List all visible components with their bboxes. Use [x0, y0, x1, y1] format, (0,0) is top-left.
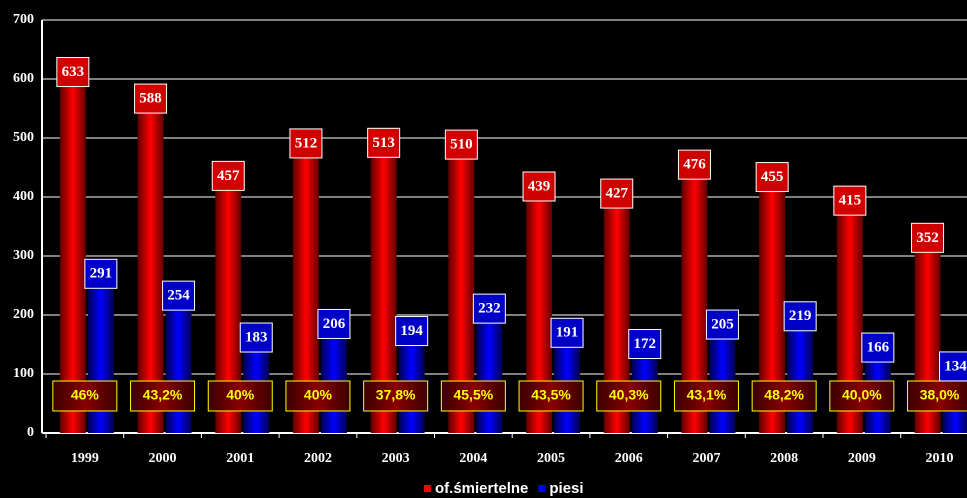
annotation-box [596, 380, 662, 412]
x-tick-label: 2004 [459, 451, 487, 466]
y-tick-label: 100 [13, 366, 34, 381]
x-tick-label: 2005 [537, 451, 565, 466]
y-tick-label: 300 [13, 248, 34, 263]
value-label-box [395, 316, 429, 347]
annotation-box [518, 380, 584, 412]
value-label-box [939, 351, 967, 382]
annotation: 37,8% [376, 387, 416, 403]
annotation-box [907, 380, 967, 412]
annotation-box [285, 380, 351, 412]
value-label-box [84, 258, 118, 289]
y-tick-label: 0 [27, 425, 34, 440]
value-label: 183 [245, 329, 268, 345]
x-tick-label: 1999 [71, 451, 99, 466]
value-label-box [56, 57, 90, 88]
annotation-box [751, 380, 817, 412]
value-label-box [472, 293, 506, 324]
value-label-box [833, 185, 867, 216]
annotation: 46% [71, 387, 100, 403]
value-label: 513 [372, 135, 395, 151]
y-tick-label: 600 [13, 71, 34, 86]
value-label: 172 [634, 336, 657, 352]
value-label: 254 [167, 288, 190, 304]
value-label-box [861, 332, 895, 363]
annotation: 45,5% [453, 387, 493, 403]
value-label: 352 [916, 230, 939, 246]
value-label-box [550, 317, 584, 348]
value-label-box [911, 222, 945, 253]
value-label: 166 [867, 339, 890, 355]
value-label: 439 [528, 178, 551, 194]
value-label: 291 [90, 266, 113, 282]
value-label: 588 [139, 91, 162, 107]
value-label-box [522, 171, 556, 202]
annotation-box [363, 380, 429, 412]
x-tick-label: 2003 [382, 451, 410, 466]
value-label-box [677, 149, 711, 180]
value-label: 219 [789, 308, 812, 324]
annotation: 43,2% [143, 387, 183, 403]
value-label-box [134, 83, 168, 114]
legend-label: piesi [549, 480, 583, 497]
y-tick-label: 500 [13, 130, 34, 145]
legend-swatch [424, 485, 431, 492]
x-tick-label: 2006 [615, 451, 643, 466]
value-label-box [239, 322, 273, 353]
value-label-box [628, 329, 662, 360]
x-tick-label: 2007 [692, 451, 720, 466]
value-label: 476 [683, 157, 706, 173]
y-tick-label: 200 [13, 307, 34, 322]
x-tick-label: 2000 [149, 451, 177, 466]
value-label-box [211, 160, 245, 191]
bar [137, 86, 164, 433]
y-tick-label: 400 [13, 189, 34, 204]
value-label-box [783, 301, 817, 332]
annotation-box [52, 380, 118, 412]
annotation: 43,1% [687, 387, 727, 403]
legend-label: of.śmiertelne [435, 480, 528, 497]
value-label: 427 [606, 186, 629, 202]
value-label: 232 [478, 301, 501, 317]
value-label-box [317, 308, 351, 339]
annotation: 43,5% [531, 387, 571, 403]
value-label: 191 [556, 325, 579, 341]
value-label: 510 [450, 137, 473, 153]
value-label-box [367, 127, 401, 158]
annotation: 38,0% [920, 387, 960, 403]
annotation: 40,3% [609, 387, 649, 403]
value-label: 205 [711, 316, 734, 332]
value-label-box [705, 309, 739, 340]
value-label: 206 [323, 316, 346, 332]
annotation-box [440, 380, 506, 412]
annotation: 40% [226, 387, 255, 403]
annotation: 40% [304, 387, 333, 403]
value-label: 455 [761, 169, 784, 185]
x-tick-label: 2002 [304, 451, 332, 466]
value-label: 633 [62, 64, 85, 80]
value-label: 194 [400, 323, 423, 339]
x-tick-label: 2008 [770, 451, 798, 466]
value-label: 415 [839, 193, 862, 209]
value-label: 134 [944, 358, 967, 374]
x-tick-label: 2009 [848, 451, 876, 466]
value-label-box [289, 128, 323, 159]
annotation-box [829, 380, 895, 412]
annotation: 48,2% [764, 387, 804, 403]
value-label-box [162, 280, 196, 311]
x-tick-label: 2001 [226, 451, 254, 466]
value-label-box [755, 162, 789, 193]
annotation-box [130, 380, 196, 412]
legend-swatch [538, 485, 546, 492]
value-label-box [600, 178, 634, 209]
annotation: 40,0% [842, 387, 882, 403]
value-label: 512 [295, 135, 318, 151]
y-tick-label: 700 [13, 12, 34, 27]
x-tick-label: 2010 [926, 451, 954, 466]
annotation-box [207, 380, 273, 412]
value-label: 457 [217, 168, 240, 184]
value-label-box [444, 129, 478, 160]
annotation-box [673, 380, 739, 412]
bar [59, 59, 86, 433]
